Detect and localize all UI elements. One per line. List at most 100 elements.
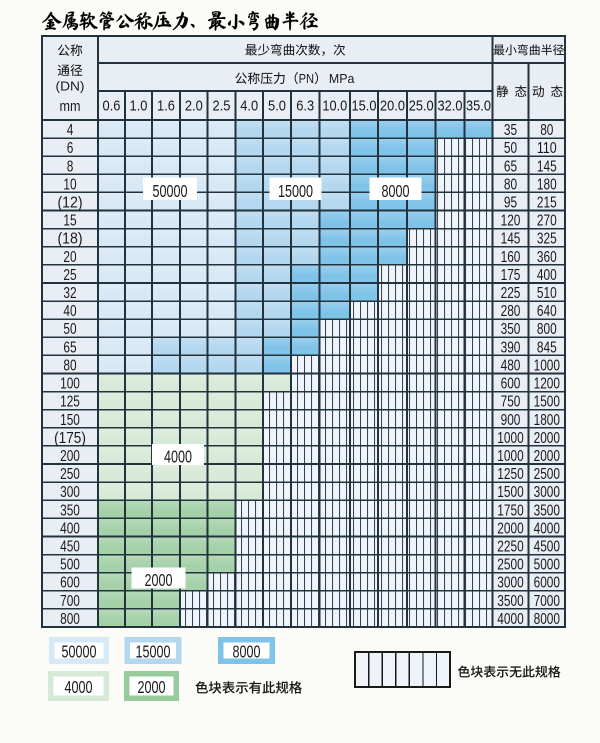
- svg-text:2500: 2500: [497, 557, 523, 574]
- svg-text:325: 325: [537, 231, 557, 248]
- svg-text:2000: 2000: [145, 570, 173, 590]
- svg-text:215: 215: [537, 195, 557, 212]
- svg-text:35: 35: [504, 122, 517, 139]
- svg-text:350: 350: [501, 321, 521, 338]
- svg-text:15.0: 15.0: [352, 99, 377, 115]
- svg-text:5000: 5000: [534, 557, 560, 574]
- svg-text:390: 390: [501, 339, 521, 356]
- svg-text:800: 800: [60, 611, 80, 628]
- svg-text:4000: 4000: [164, 447, 192, 467]
- svg-text:20.0: 20.0: [380, 99, 405, 115]
- svg-text:3000: 3000: [497, 575, 523, 592]
- svg-text:95: 95: [504, 195, 517, 212]
- svg-text:1000: 1000: [497, 448, 523, 465]
- svg-text:200: 200: [60, 448, 80, 465]
- svg-text:700: 700: [60, 593, 80, 610]
- svg-text:270: 270: [537, 213, 557, 230]
- svg-text:2.5: 2.5: [213, 99, 231, 115]
- svg-text:1750: 1750: [497, 502, 523, 519]
- svg-text:(DN): (DN): [56, 78, 85, 93]
- svg-text:2000: 2000: [534, 448, 560, 465]
- svg-text:4000: 4000: [65, 677, 93, 697]
- svg-text:40: 40: [63, 303, 76, 320]
- svg-text:25: 25: [63, 267, 76, 284]
- svg-text:3500: 3500: [534, 502, 560, 519]
- svg-text:900: 900: [501, 412, 521, 429]
- svg-text:600: 600: [501, 376, 521, 393]
- svg-text:750: 750: [501, 394, 521, 411]
- svg-text:15000: 15000: [136, 641, 171, 661]
- svg-text:150: 150: [60, 412, 80, 429]
- svg-text:(12): (12): [57, 195, 82, 212]
- svg-text:8000: 8000: [534, 611, 560, 628]
- svg-text:1250: 1250: [497, 466, 523, 483]
- svg-text:800: 800: [537, 321, 557, 338]
- svg-text:175: 175: [501, 267, 521, 284]
- svg-text:1.0: 1.0: [130, 99, 148, 115]
- svg-text:400: 400: [60, 520, 80, 537]
- svg-text:PN: PN: [299, 71, 315, 86]
- svg-text:2000: 2000: [138, 677, 166, 697]
- svg-text:360: 360: [537, 249, 557, 266]
- svg-text:1000: 1000: [534, 357, 560, 374]
- svg-text:125: 125: [60, 394, 80, 411]
- svg-text:1500: 1500: [497, 484, 523, 501]
- svg-text:80: 80: [63, 357, 76, 374]
- svg-text:4.0: 4.0: [240, 99, 258, 115]
- svg-text:20: 20: [63, 249, 76, 266]
- svg-text:2250: 2250: [497, 539, 523, 556]
- svg-text:4000: 4000: [497, 611, 523, 628]
- svg-text:1200: 1200: [534, 376, 560, 393]
- svg-text:(18): (18): [57, 231, 82, 248]
- svg-text:180: 180: [537, 176, 557, 193]
- svg-text:600: 600: [60, 575, 80, 592]
- svg-text:50000: 50000: [153, 181, 188, 201]
- svg-text:32.0: 32.0: [438, 99, 463, 115]
- svg-text:300: 300: [60, 484, 80, 501]
- svg-text:160: 160: [501, 249, 521, 266]
- svg-text:8000: 8000: [382, 181, 410, 201]
- svg-text:50: 50: [63, 321, 76, 338]
- svg-text:6: 6: [67, 140, 74, 157]
- svg-text:100: 100: [60, 376, 80, 393]
- svg-text:50000: 50000: [62, 641, 97, 661]
- svg-text:4500: 4500: [534, 539, 560, 556]
- svg-text:15: 15: [63, 213, 76, 230]
- svg-text:6.3: 6.3: [296, 99, 314, 115]
- svg-text:400: 400: [537, 267, 557, 284]
- svg-text:MPa: MPa: [329, 71, 355, 86]
- svg-text:225: 225: [501, 285, 521, 302]
- svg-text:450: 450: [60, 539, 80, 556]
- svg-text:4: 4: [67, 122, 74, 139]
- svg-text:8: 8: [67, 158, 74, 175]
- svg-text:145: 145: [501, 231, 521, 248]
- svg-text:7000: 7000: [534, 593, 560, 610]
- svg-text:80: 80: [540, 122, 553, 139]
- svg-text:32: 32: [63, 285, 76, 302]
- svg-text:3000: 3000: [534, 484, 560, 501]
- svg-text:2.0: 2.0: [185, 99, 203, 115]
- svg-text:1000: 1000: [497, 430, 523, 447]
- svg-text:500: 500: [60, 557, 80, 574]
- svg-text:5.0: 5.0: [268, 99, 286, 115]
- svg-text:510: 510: [537, 285, 557, 302]
- svg-text:8000: 8000: [233, 641, 261, 661]
- svg-text:0.6: 0.6: [103, 99, 121, 115]
- svg-text:3500: 3500: [497, 593, 523, 610]
- svg-text:15000: 15000: [278, 181, 313, 201]
- svg-text:(175): (175): [54, 430, 86, 447]
- svg-text:65: 65: [63, 339, 76, 356]
- svg-text:480: 480: [501, 357, 521, 374]
- svg-text:mm: mm: [60, 99, 81, 115]
- svg-text:845: 845: [537, 339, 557, 356]
- svg-text:280: 280: [501, 303, 521, 320]
- svg-text:120: 120: [501, 213, 521, 230]
- svg-text:10.0: 10.0: [322, 99, 347, 115]
- svg-text:110: 110: [537, 140, 557, 157]
- svg-text:1500: 1500: [534, 394, 560, 411]
- svg-text:2500: 2500: [534, 466, 560, 483]
- svg-text:1800: 1800: [534, 412, 560, 429]
- svg-text:50: 50: [504, 140, 517, 157]
- svg-text:65: 65: [504, 158, 517, 175]
- svg-text:35.0: 35.0: [466, 99, 491, 115]
